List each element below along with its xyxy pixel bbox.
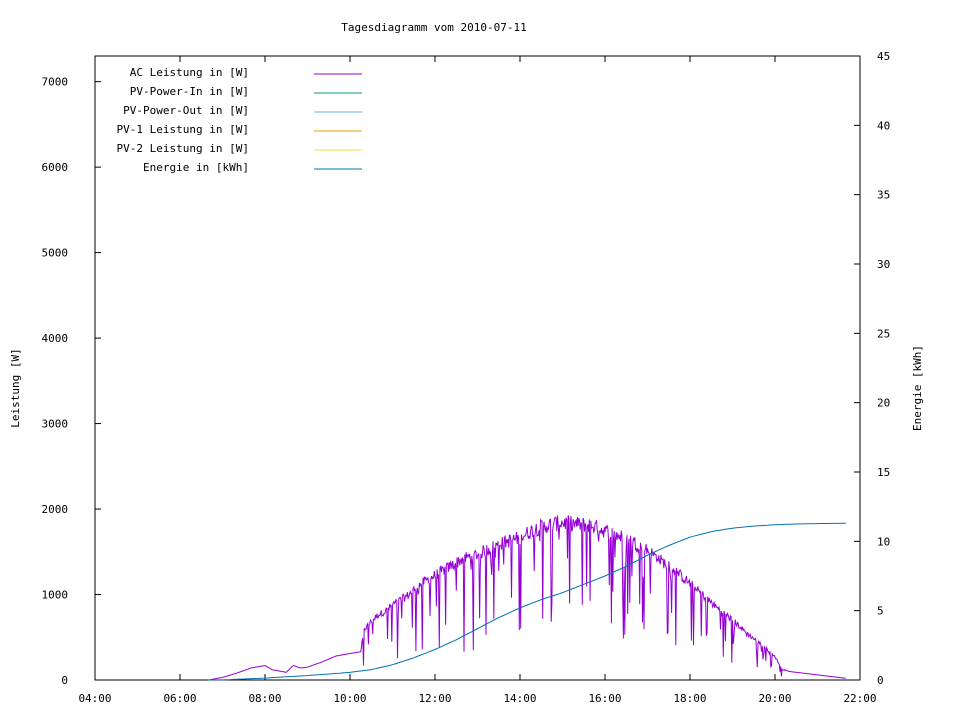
y-tick-label: 3000: [42, 418, 69, 431]
x-tick-label: 10:00: [333, 692, 366, 705]
chart-title: Tagesdiagramm vom 2010-07-11: [341, 21, 526, 34]
x-tick-label: 20:00: [758, 692, 791, 705]
legend-label-ac: AC Leistung in [W]: [130, 66, 249, 79]
x-tick-label: 08:00: [248, 692, 281, 705]
y2-tick-label: 20: [877, 397, 890, 410]
legend-label-energy: Energie in [kWh]: [143, 161, 249, 174]
y2-tick-label: 25: [877, 327, 890, 340]
series-line-energy: [208, 522, 846, 681]
legend-label-pv_in: PV-Power-In in [W]: [130, 85, 249, 98]
y-tick-label: 5000: [42, 247, 69, 260]
y-tick-label: 0: [61, 674, 68, 687]
legend-label-pv1: PV-1 Leistung in [W]: [117, 123, 249, 136]
x-tick-label: 16:00: [588, 692, 621, 705]
y-tick-label: 7000: [42, 76, 69, 89]
y-axis-label: Leistung [W]: [9, 348, 22, 427]
legend-label-pv_out: PV-Power-Out in [W]: [123, 104, 249, 117]
y-tick-label: 6000: [42, 161, 69, 174]
x-tick-label: 22:00: [843, 692, 876, 705]
y2-tick-label: 35: [877, 189, 890, 202]
x-tick-label: 06:00: [163, 692, 196, 705]
y2-tick-label: 15: [877, 466, 890, 479]
y2-axis-label: Energie [kWh]: [911, 345, 924, 431]
x-tick-label: 14:00: [503, 692, 536, 705]
y2-tick-label: 0: [877, 674, 884, 687]
y2-tick-label: 40: [877, 119, 890, 132]
y-tick-label: 1000: [42, 589, 69, 602]
y-tick-label: 4000: [42, 332, 69, 345]
y2-tick-label: 10: [877, 535, 890, 548]
legend-label-pv2: PV-2 Leistung in [W]: [117, 142, 249, 155]
x-tick-label: 12:00: [418, 692, 451, 705]
y2-tick-label: 45: [877, 50, 890, 63]
legend: AC Leistung in [W] PV-Power-In in [W] PV-P…: [117, 66, 362, 174]
x-tick-label: 18:00: [673, 692, 706, 705]
plot-border: [94, 55, 861, 681]
x-tick-label: 04:00: [78, 692, 111, 705]
plot-area: 04:00 06:00 08:00 10:00 12:00 14:00 16:00 18:00…: [42, 50, 891, 705]
series-line-ac: [208, 515, 846, 681]
y-tick-label: 2000: [42, 503, 69, 516]
y2-tick-label: 30: [877, 258, 890, 271]
y2-tick-label: 5: [877, 605, 884, 618]
